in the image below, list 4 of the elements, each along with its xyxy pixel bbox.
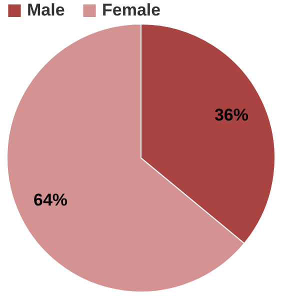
legend-label: Male <box>27 0 65 20</box>
legend-label: Female <box>102 0 161 20</box>
data-label: 36% <box>214 105 248 124</box>
data-label: 64% <box>34 190 68 210</box>
